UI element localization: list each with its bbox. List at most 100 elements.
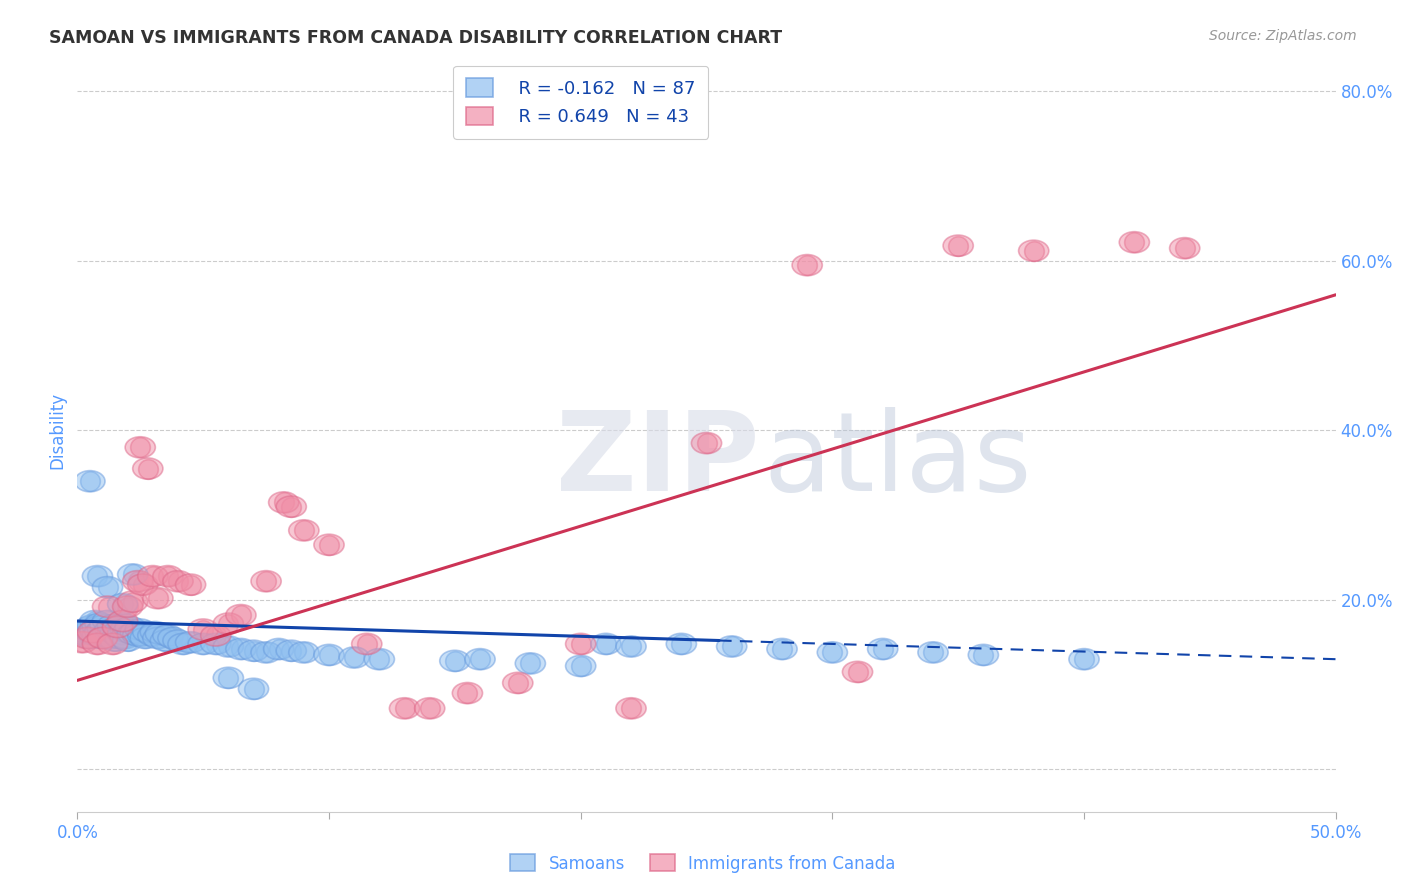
Ellipse shape — [83, 616, 112, 638]
Point — [180, 577, 202, 591]
Ellipse shape — [263, 639, 294, 659]
Ellipse shape — [80, 619, 110, 640]
Ellipse shape — [918, 642, 948, 663]
Point — [72, 635, 94, 649]
Point — [121, 626, 143, 640]
Ellipse shape — [276, 640, 307, 661]
Point — [91, 631, 114, 645]
Point — [821, 645, 844, 659]
Point — [108, 631, 131, 645]
Point — [273, 495, 295, 509]
Point — [84, 614, 107, 628]
Point — [82, 626, 104, 640]
Point — [114, 623, 136, 637]
Ellipse shape — [792, 254, 823, 276]
Point — [114, 631, 136, 645]
Point — [167, 574, 190, 589]
Point — [180, 635, 202, 649]
Point — [1073, 652, 1095, 666]
Ellipse shape — [138, 625, 167, 646]
Ellipse shape — [67, 624, 97, 644]
Ellipse shape — [84, 613, 115, 634]
Ellipse shape — [83, 633, 112, 655]
Point — [156, 569, 179, 583]
Point — [96, 580, 118, 594]
Point — [318, 648, 340, 662]
Point — [82, 625, 104, 640]
Ellipse shape — [107, 593, 138, 615]
Legend:   R = -0.162   N = 87,   R = 0.649   N = 43: R = -0.162 N = 87, R = 0.649 N = 43 — [453, 66, 709, 139]
Point — [456, 686, 478, 700]
Ellipse shape — [252, 571, 281, 591]
Ellipse shape — [692, 433, 721, 454]
Ellipse shape — [77, 622, 107, 642]
Ellipse shape — [93, 576, 122, 598]
Point — [89, 616, 111, 631]
Point — [254, 645, 277, 659]
Ellipse shape — [153, 625, 183, 646]
Ellipse shape — [141, 622, 170, 642]
Ellipse shape — [163, 571, 193, 591]
Point — [770, 642, 793, 657]
Point — [101, 637, 124, 651]
Point — [136, 461, 159, 475]
Ellipse shape — [239, 678, 269, 699]
Point — [720, 640, 742, 654]
Point — [292, 645, 315, 659]
Ellipse shape — [226, 605, 256, 625]
Point — [98, 631, 121, 645]
Ellipse shape — [120, 622, 150, 642]
Ellipse shape — [93, 596, 122, 617]
Ellipse shape — [188, 619, 218, 640]
Ellipse shape — [96, 619, 125, 640]
Ellipse shape — [72, 627, 103, 648]
Ellipse shape — [214, 667, 243, 689]
Point — [84, 623, 107, 637]
Ellipse shape — [90, 615, 120, 636]
Ellipse shape — [103, 616, 132, 638]
Point — [84, 625, 107, 640]
Ellipse shape — [214, 613, 243, 634]
Ellipse shape — [118, 624, 148, 644]
Point — [922, 645, 945, 659]
Point — [111, 616, 134, 631]
Ellipse shape — [110, 619, 141, 640]
Point — [79, 631, 101, 645]
Text: atlas: atlas — [763, 408, 1032, 515]
Point — [318, 538, 340, 552]
Ellipse shape — [67, 632, 97, 653]
Point — [343, 650, 366, 665]
Point — [569, 637, 592, 651]
Ellipse shape — [276, 496, 307, 517]
Ellipse shape — [72, 619, 103, 640]
Text: ZIP: ZIP — [555, 408, 759, 515]
Point — [972, 648, 994, 662]
Ellipse shape — [666, 633, 696, 655]
Ellipse shape — [93, 624, 122, 644]
Ellipse shape — [132, 458, 163, 479]
Point — [124, 625, 146, 640]
Ellipse shape — [131, 627, 160, 648]
Point — [146, 591, 169, 606]
Point — [73, 625, 96, 640]
Point — [107, 620, 129, 634]
Ellipse shape — [163, 630, 193, 651]
Point — [127, 574, 149, 589]
Ellipse shape — [868, 639, 898, 659]
Ellipse shape — [128, 574, 157, 595]
Point — [108, 623, 131, 637]
Point — [217, 616, 239, 631]
Ellipse shape — [717, 636, 747, 657]
Ellipse shape — [364, 648, 395, 670]
Point — [96, 599, 118, 614]
Ellipse shape — [565, 656, 596, 676]
Point — [107, 620, 129, 634]
Point — [356, 637, 378, 651]
Point — [104, 626, 127, 640]
Point — [506, 676, 529, 690]
Point — [595, 637, 617, 651]
Point — [368, 652, 391, 666]
Ellipse shape — [77, 624, 107, 644]
Y-axis label: Disability: Disability — [48, 392, 66, 469]
Ellipse shape — [389, 698, 419, 719]
